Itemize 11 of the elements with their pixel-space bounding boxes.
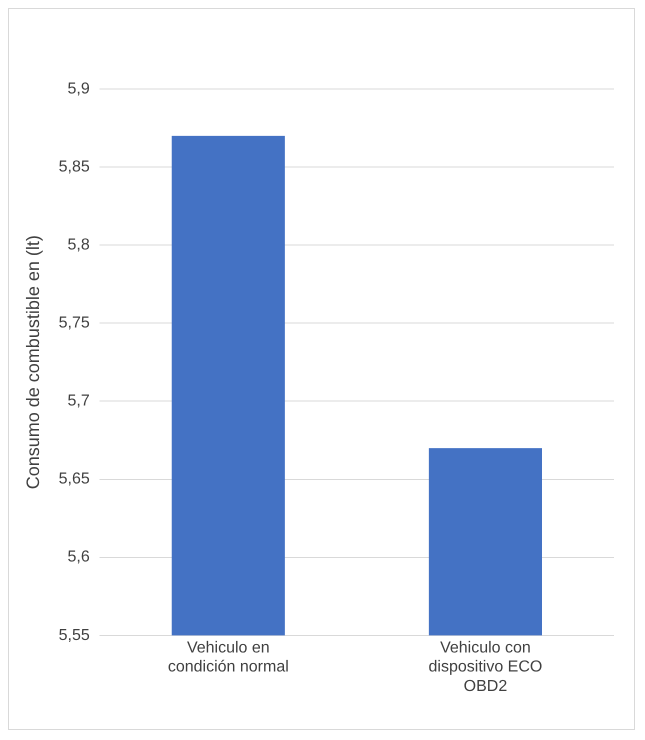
y-tick-label: 5,65 xyxy=(58,470,90,488)
y-tick-label: 5,85 xyxy=(58,158,90,176)
y-tick-label: 5,6 xyxy=(67,548,90,566)
x-tick-label: Vehiculo con dispositivo ECO OBD2 xyxy=(428,639,542,695)
y-tick-label: 5,75 xyxy=(58,314,90,332)
y-tick-label: 5,7 xyxy=(67,392,90,410)
y-tick-label: 5,9 xyxy=(67,80,90,98)
y-tick-label: 5,55 xyxy=(58,626,90,644)
y-axis-title: Consumo de combustible en (lt) xyxy=(22,235,43,490)
y-tick-label: 5,8 xyxy=(67,236,90,254)
x-tick-label: Vehiculo en condición normal xyxy=(168,639,289,676)
